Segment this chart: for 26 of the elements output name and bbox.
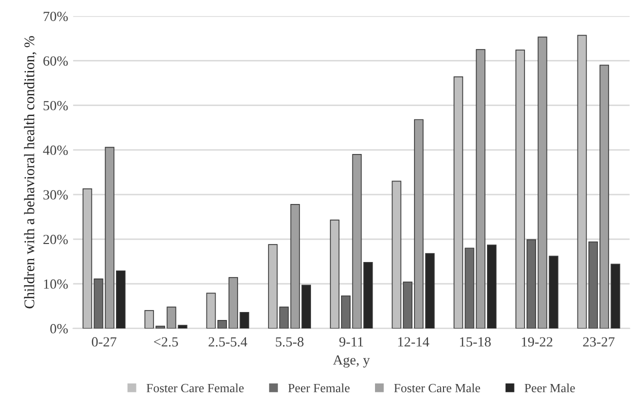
bar	[178, 324, 188, 328]
x-tick-label: 23-27	[583, 337, 615, 347]
y-tick-label: 20%	[43, 234, 68, 244]
y-tick-label: 30%	[43, 190, 68, 200]
bar	[363, 262, 373, 328]
y-axis-title: Children with a behavioral health condition, %	[24, 36, 36, 308]
y-tick-label: 10%	[44, 279, 68, 289]
x-tick-label: 0-27	[92, 337, 116, 347]
bar	[548, 256, 558, 328]
x-tick-label: 9-11	[339, 337, 364, 347]
y-tick-label: 70%	[44, 12, 68, 22]
legend-label: Peer Male	[524, 383, 575, 392]
x-tick-label: 2.5-5.4	[208, 337, 248, 347]
x-tick-label: 15-18	[460, 337, 491, 347]
x-tick-label: 19-22	[522, 337, 552, 347]
legend-label: Foster Care Female	[146, 383, 244, 392]
y-tick-label: 50%	[44, 100, 68, 110]
x-tick-label: 5.5-8	[276, 337, 304, 347]
y-tick-label: 0%	[50, 324, 68, 334]
y-tick-label: 60%	[43, 56, 68, 66]
x-tick-label: 12-14	[398, 337, 430, 346]
legend-label: Peer Female	[288, 383, 350, 392]
y-tick-label: 40%	[43, 146, 68, 155]
legend-label: Foster Care Male	[394, 383, 480, 392]
x-axis-title: Age, y	[333, 355, 370, 368]
x-tick-label: <2.5	[154, 337, 178, 347]
